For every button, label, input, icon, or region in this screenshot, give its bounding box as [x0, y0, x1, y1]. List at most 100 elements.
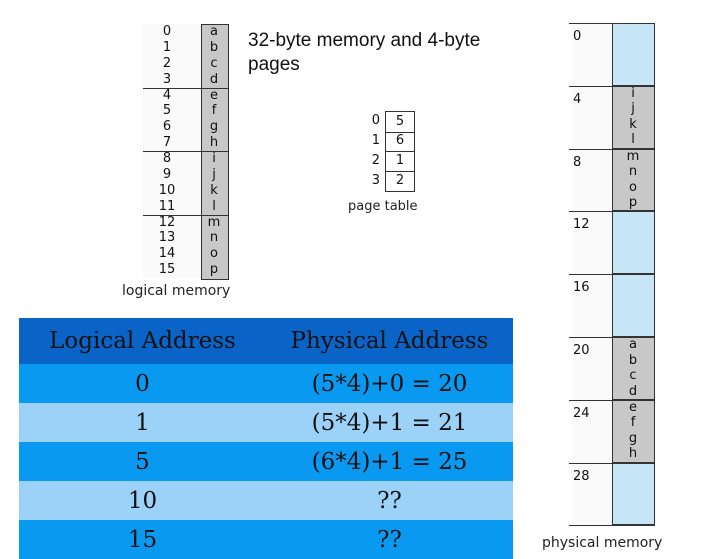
frame-divider	[569, 211, 612, 213]
logical-memory-caption: logical memory	[122, 283, 231, 299]
frame-divider	[569, 85, 612, 87]
table-row: 0 (5*4)+0 = 20	[19, 364, 513, 403]
logical-value: k	[210, 182, 218, 198]
page-divider	[143, 151, 228, 152]
frame-number: 6	[385, 131, 415, 152]
logical-index: 8	[162, 151, 172, 166]
logical-index: 11	[158, 198, 176, 214]
logical-address-header: Logical Address	[49, 328, 236, 354]
physical-value: b	[628, 352, 638, 368]
logical-address-cell: 5	[135, 448, 150, 475]
logical-address-cell: 15	[127, 526, 158, 553]
logical-index: 10	[158, 182, 176, 198]
logical-value: a	[210, 24, 218, 39]
page-divider	[143, 87, 228, 89]
physical-address: 8	[573, 154, 582, 170]
page-table-caption: page table	[348, 199, 418, 214]
table-row: 1 (5*4)+1 = 21	[19, 403, 513, 442]
logical-index: 0	[162, 24, 172, 39]
logical-index: 6	[162, 119, 172, 135]
logical-value: c	[210, 55, 218, 71]
logical-index: 12	[158, 214, 176, 230]
table-header-row: Logical Address Physical Address	[19, 318, 513, 364]
physical-value: i	[631, 85, 635, 101]
logical-index: 9	[162, 166, 172, 182]
logical-address-cell: 1	[135, 409, 150, 436]
table-row: 15 ??	[19, 520, 513, 559]
frame-divider	[569, 148, 612, 150]
physical-value: m	[626, 148, 640, 164]
frame-number: 1	[385, 151, 415, 172]
diagram-title: 32-byte memory and 4-byte pages	[248, 30, 481, 75]
frame-divider	[569, 462, 612, 464]
logical-value: h	[209, 135, 219, 151]
physical-value: f	[630, 415, 636, 431]
physical-value: d	[628, 383, 638, 399]
physical-address: 16	[573, 280, 590, 296]
logical-address-cell: 10	[127, 487, 158, 514]
frame-number: 2	[385, 171, 415, 192]
physical-frame	[612, 148, 655, 212]
logical-value: j	[212, 166, 216, 182]
logical-index: 1	[162, 39, 172, 55]
physical-value: e	[629, 399, 637, 415]
logical-value: l	[212, 198, 216, 214]
physical-value: j	[631, 101, 635, 117]
logical-index: 4	[162, 87, 172, 103]
logical-value: b	[209, 39, 219, 55]
physical-value: a	[629, 337, 637, 352]
physical-address: 20	[573, 343, 590, 358]
physical-frame	[612, 337, 655, 400]
logical-index: 2	[162, 55, 172, 71]
physical-memory-caption: physical memory	[542, 535, 663, 551]
physical-frame	[612, 211, 655, 275]
physical-value: n	[628, 164, 638, 180]
physical-value: p	[628, 195, 638, 211]
frame-number: 5	[385, 111, 415, 133]
physical-frame	[612, 462, 655, 526]
logical-index: 13	[158, 230, 176, 246]
logical-value: f	[211, 103, 217, 119]
frame-divider	[569, 399, 612, 401]
physical-value: o	[629, 179, 637, 195]
page-divider	[143, 214, 228, 216]
logical-value: i	[212, 151, 216, 166]
physical-value: g	[628, 430, 638, 446]
logical-index: 5	[162, 103, 172, 119]
physical-value: l	[631, 132, 635, 148]
physical-address: 4	[573, 91, 582, 107]
frame-divider	[569, 337, 612, 338]
physical-address: 28	[573, 468, 590, 484]
logical-index: 14	[158, 246, 176, 262]
logical-index: 7	[162, 135, 172, 151]
physical-frame	[612, 399, 655, 463]
logical-memory: 0 a 1 b 2 c 3 d 4 e 5 f 6 g 7 h 8 i 9 j 10 k 11 l 12 m 13 n 14 o 15 p l…	[120, 20, 255, 300]
page-number: 3	[371, 173, 380, 188]
frame-divider	[569, 525, 655, 527]
table-row: 5 (6*4)+1 = 25	[19, 442, 513, 481]
logical-value: e	[210, 87, 218, 103]
physical-address-cell: ??	[377, 526, 402, 553]
physical-address-cell: (6*4)+1 = 25	[311, 448, 468, 475]
logical-index: 15	[158, 262, 176, 278]
physical-address: 12	[573, 217, 590, 233]
page-number: 1	[371, 133, 380, 148]
physical-value: k	[629, 116, 637, 132]
table-row: 10 ??	[19, 481, 513, 520]
physical-value: c	[629, 368, 637, 383]
logical-index: 3	[162, 71, 172, 87]
physical-address-cell: (5*4)+1 = 21	[311, 409, 468, 436]
page-number: 0	[371, 113, 380, 128]
physical-address: 0	[573, 29, 582, 44]
logical-value: m	[207, 214, 221, 230]
physical-frame	[612, 274, 655, 337]
physical-address-header: Physical Address	[290, 328, 489, 354]
physical-address-cell: (5*4)+0 = 20	[311, 370, 468, 397]
logical-value: g	[209, 119, 219, 135]
frame-divider	[569, 274, 612, 276]
logical-value: d	[209, 71, 219, 87]
logical-value: p	[209, 262, 219, 278]
frame-divider	[569, 23, 612, 24]
physical-memory: 0 4 i j k l 8 m n o p 12 16 20 a b c d 24 e f g h 28 physical m…	[540, 18, 690, 558]
